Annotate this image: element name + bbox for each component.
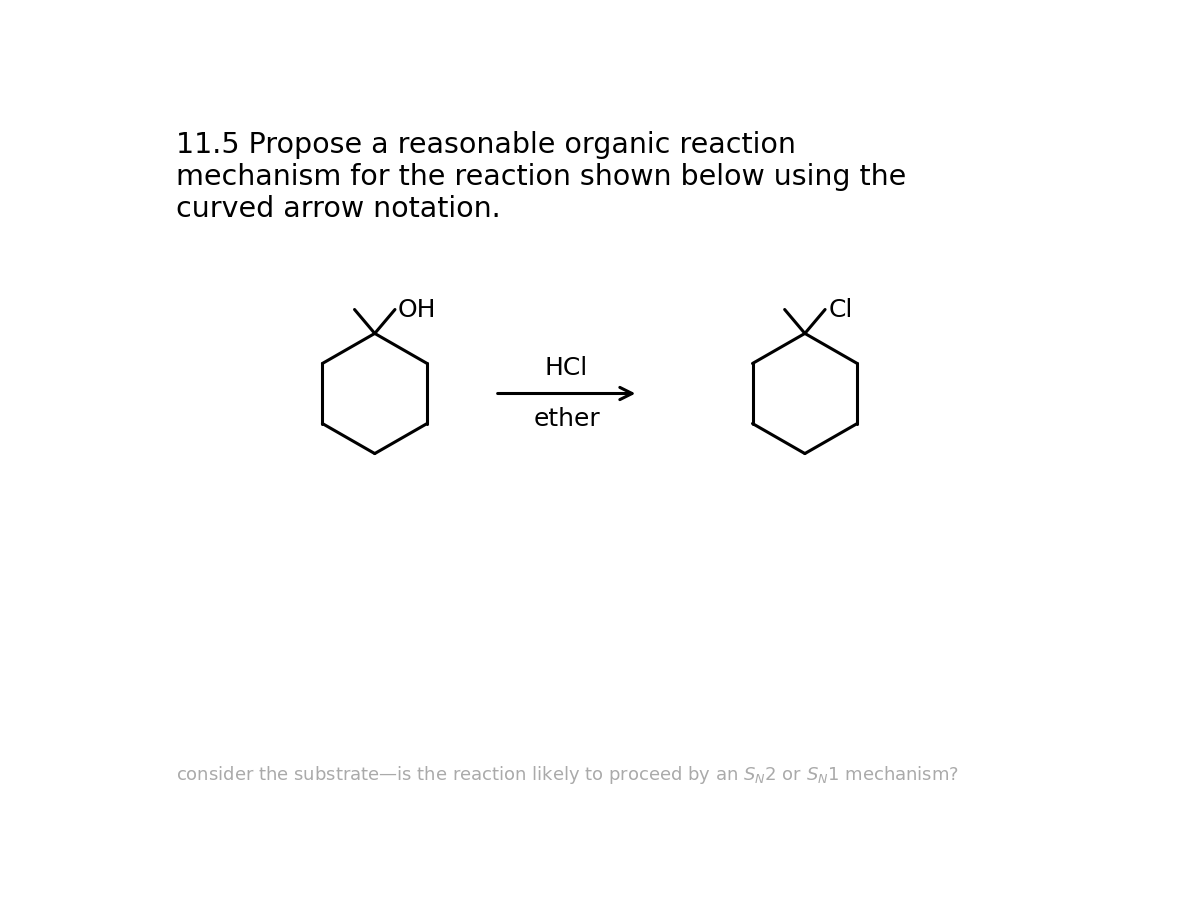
Text: Cl: Cl <box>828 298 852 321</box>
Text: mechanism for the reaction shown below using the: mechanism for the reaction shown below u… <box>176 163 906 191</box>
Text: consider the substrate—is the reaction likely to proceed by an $S_N$2 or $S_N$1 : consider the substrate—is the reaction l… <box>176 764 959 786</box>
Text: OH: OH <box>398 298 437 321</box>
Text: ether: ether <box>533 407 600 432</box>
Text: HCl: HCl <box>545 356 588 379</box>
Text: 11.5 Propose a reasonable organic reaction: 11.5 Propose a reasonable organic reacti… <box>176 131 796 159</box>
Text: curved arrow notation.: curved arrow notation. <box>176 195 500 223</box>
